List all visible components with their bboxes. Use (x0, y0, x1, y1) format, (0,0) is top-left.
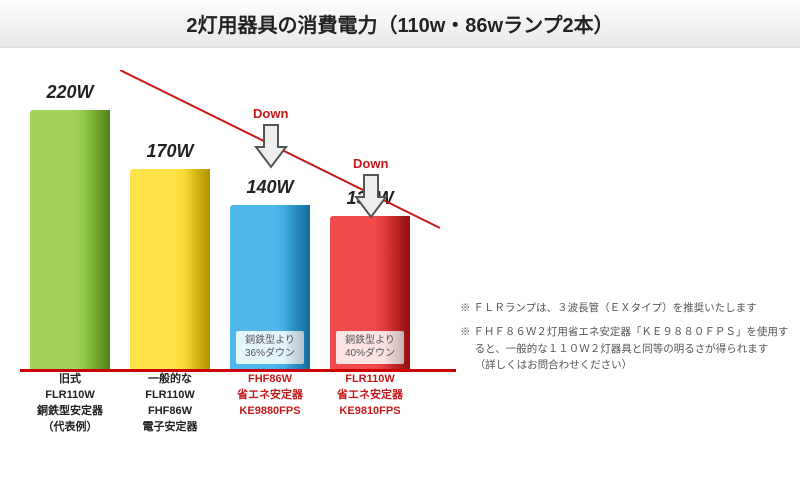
bar-column: 130W銅鉄型より40%ダウン (320, 216, 420, 370)
down-label: Down (253, 106, 288, 121)
footnote: ※ ＦＨＦ８６Ｗ２灯用省エネ安定器「ＫＥ９８８０ＦＰＳ」を使用すると、一般的な１… (460, 324, 790, 373)
power-bar-chart: 220W170W140W銅鉄型より36%ダウン130W銅鉄型より40%ダウン D… (20, 70, 450, 370)
down-arrow-icon (254, 123, 288, 169)
page-title: 2灯用器具の消費電力（110w・86wランプ2本） (186, 9, 613, 38)
bar-column: 140W銅鉄型より36%ダウン (220, 205, 320, 370)
bar-value-label: 140W (230, 177, 310, 198)
bar: 130W銅鉄型より40%ダウン (330, 216, 410, 370)
x-axis-label: 一般的なFLR110WFHF86W電子安定器 (120, 372, 220, 436)
down-label: Down (353, 156, 388, 171)
x-axis-labels: 旧式FLR110W銅鉄型安定器（代表例）一般的なFLR110WFHF86W電子安… (20, 372, 450, 436)
bar-inline-note: 銅鉄型より40%ダウン (336, 331, 404, 364)
down-arrow-icon (354, 173, 388, 219)
title-bar: 2灯用器具の消費電力（110w・86wランプ2本） (0, 0, 800, 48)
bar-column: 220W (20, 110, 120, 370)
x-axis-label: FHF86W省エネ安定器KE9880FPS (220, 372, 320, 436)
bars-container: 220W170W140W銅鉄型より36%ダウン130W銅鉄型より40%ダウン (20, 110, 450, 370)
down-annotation: Down (253, 106, 288, 174)
bar: 140W銅鉄型より36%ダウン (230, 205, 310, 370)
x-axis-label: 旧式FLR110W銅鉄型安定器（代表例） (20, 372, 120, 436)
x-axis-label: FLR110W省エネ安定器KE9810FPS (320, 372, 420, 436)
footnotes: ※ ＦＬＲランプは、３波長管（ＥＸタイプ）を推奨いたします ※ ＦＨＦ８６Ｗ２灯用… (460, 300, 790, 381)
bar: 220W (30, 110, 110, 370)
bar-inline-note: 銅鉄型より36%ダウン (236, 331, 304, 364)
down-annotation: Down (353, 156, 388, 224)
bar-value-label: 170W (130, 141, 210, 162)
footnote: ※ ＦＬＲランプは、３波長管（ＥＸタイプ）を推奨いたします (460, 300, 790, 316)
bar-value-label: 220W (30, 82, 110, 103)
bar-column: 170W (120, 169, 220, 370)
bar: 170W (130, 169, 210, 370)
